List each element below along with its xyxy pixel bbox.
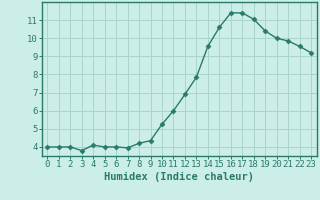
X-axis label: Humidex (Indice chaleur): Humidex (Indice chaleur) (104, 172, 254, 182)
